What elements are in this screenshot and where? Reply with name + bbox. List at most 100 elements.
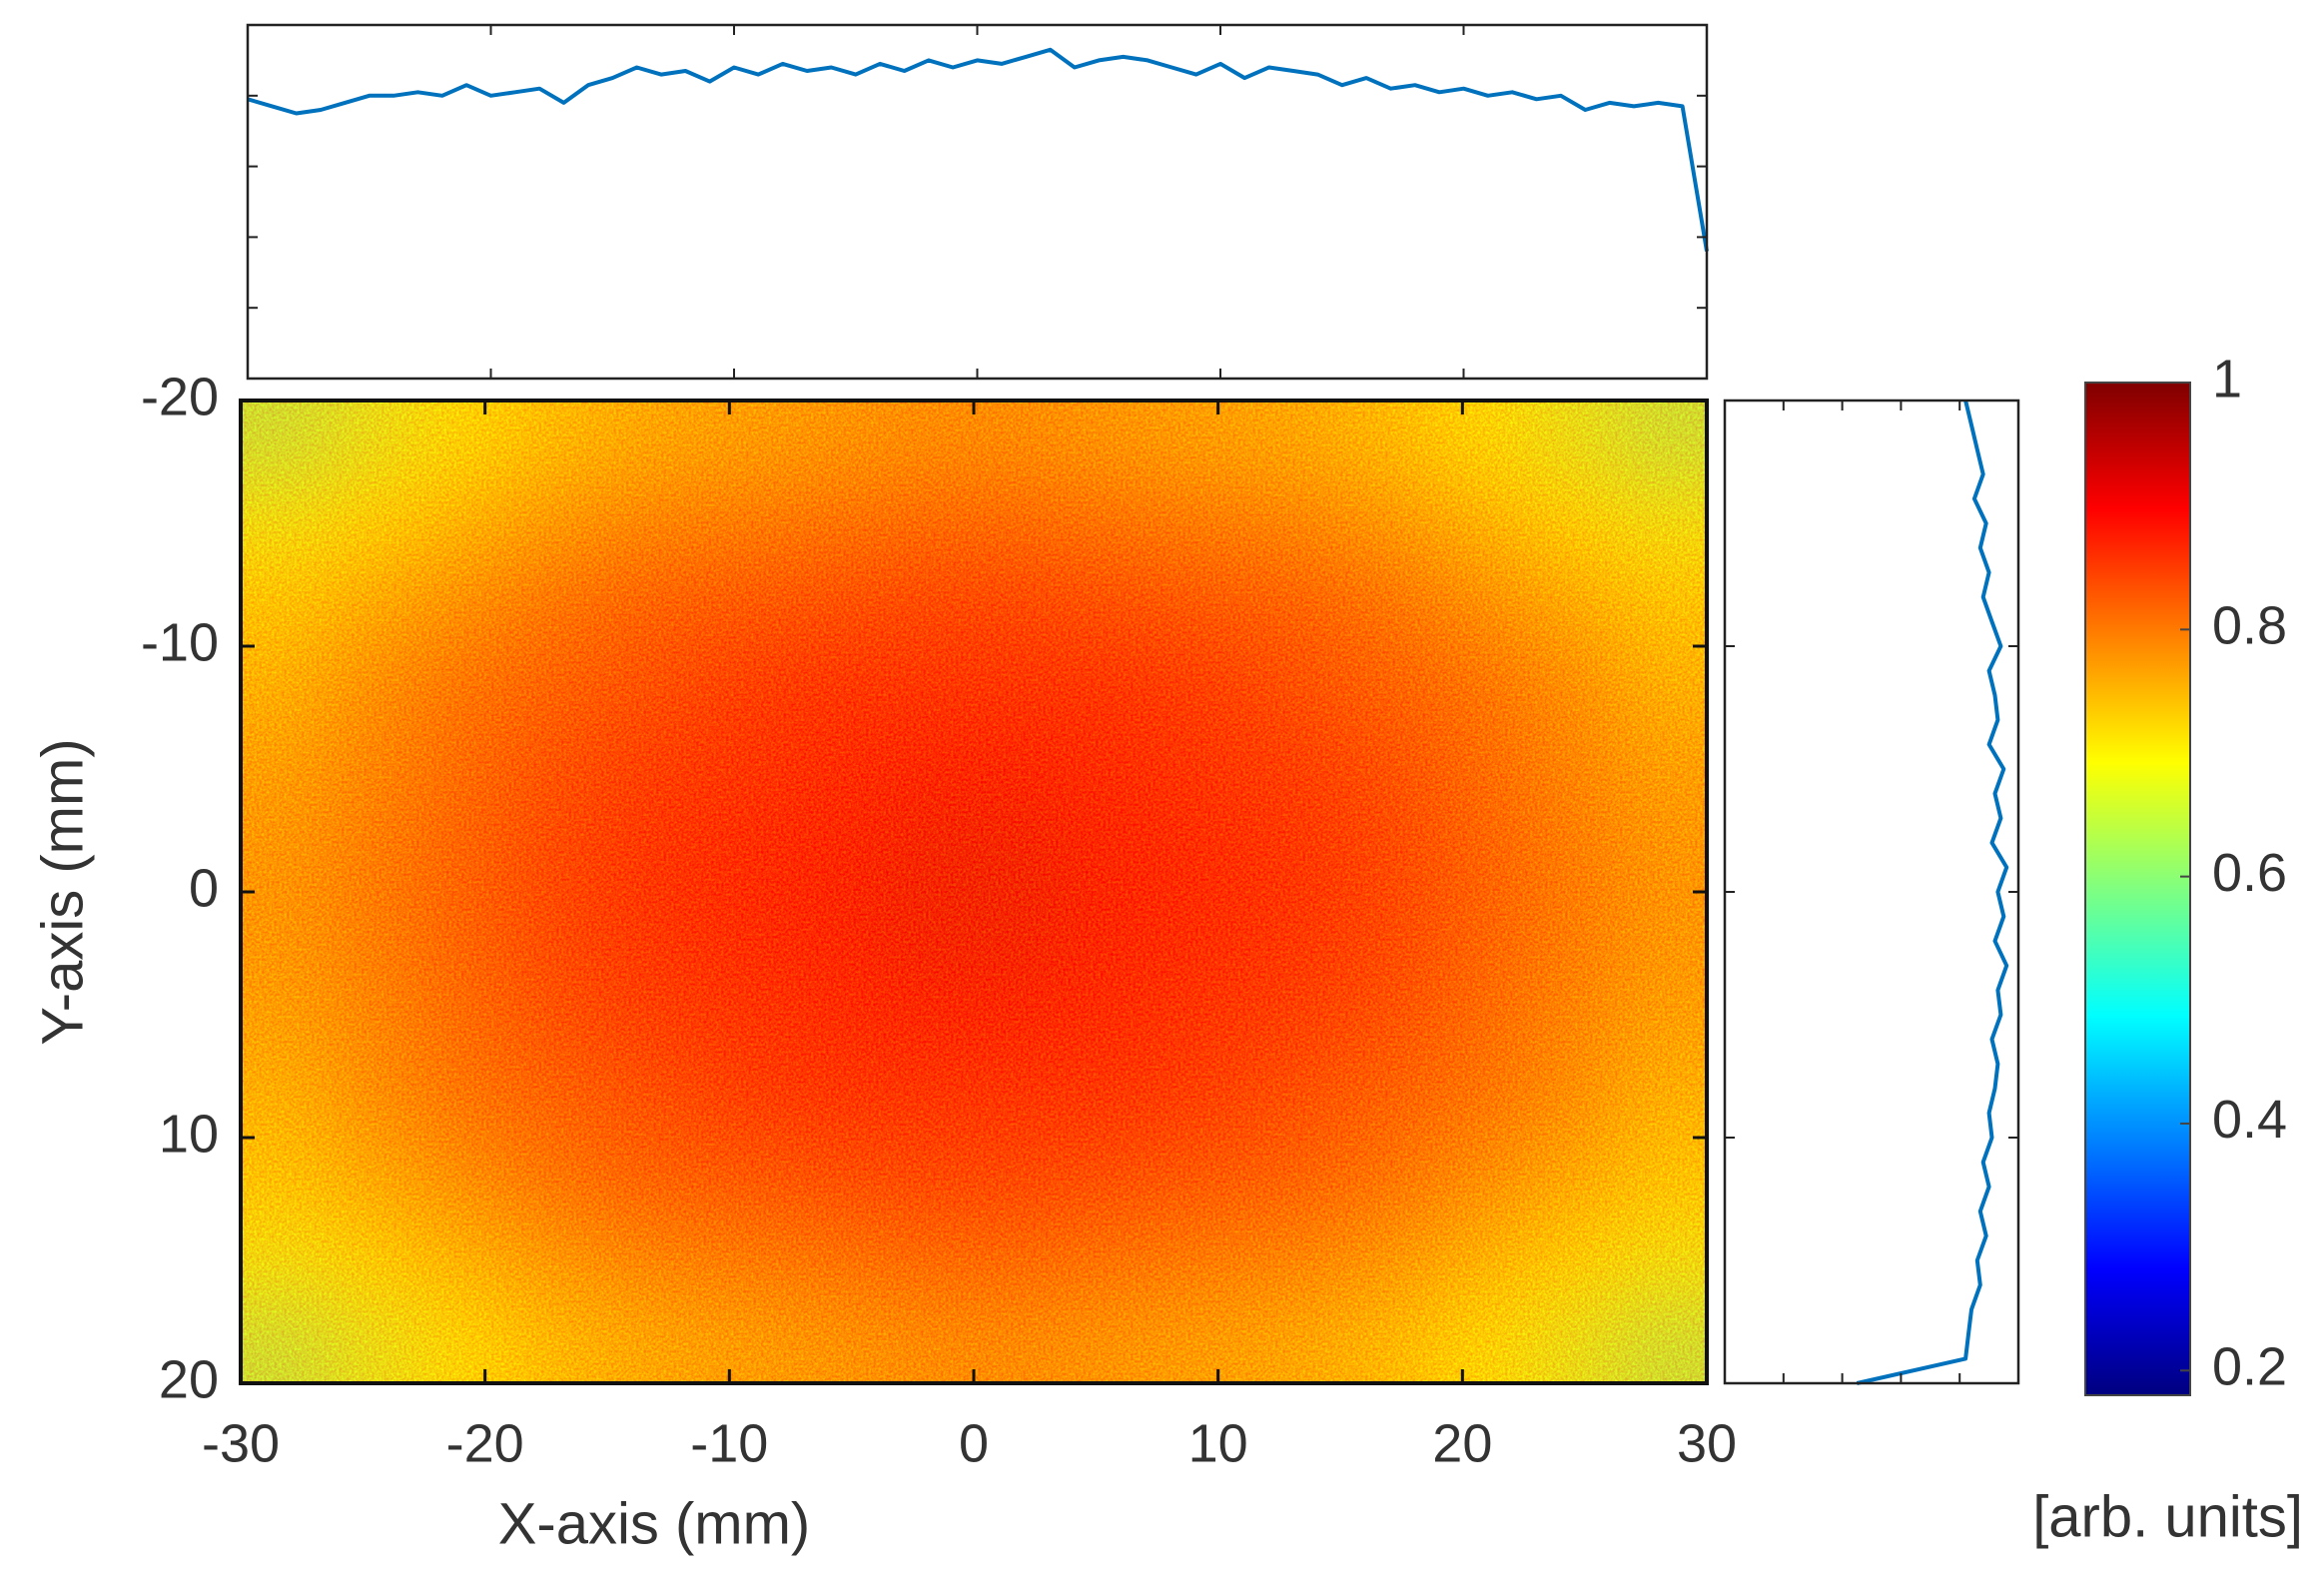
heatmap-cell <box>1157 400 1249 483</box>
heatmap-cell <box>790 400 883 483</box>
heatmap-cell <box>1248 400 1341 483</box>
heatmap-cell <box>423 974 516 1057</box>
heatmap-cell <box>882 1301 975 1383</box>
heatmap-cell <box>1340 974 1433 1057</box>
heatmap-cell <box>1157 482 1249 565</box>
heatmap-cell <box>1157 1138 1249 1220</box>
heatmap-cell <box>1340 482 1433 565</box>
heatmap-cell <box>698 892 792 975</box>
heatmap-cell <box>1065 892 1159 975</box>
heatmap-cell <box>1523 1138 1616 1220</box>
heatmap-cell <box>1431 1056 1525 1139</box>
heatmap-cell <box>698 1219 792 1302</box>
colorbar-tick-label: 0.6 <box>2212 843 2287 903</box>
heatmap-cell <box>974 810 1067 893</box>
heatmap-cell <box>423 646 516 729</box>
heatmap-cell <box>1615 810 1707 893</box>
heatmap-cell <box>974 646 1067 729</box>
heatmap-cell <box>1065 564 1159 647</box>
heatmap-cell <box>1248 728 1341 811</box>
heatmap-cell <box>1065 728 1159 811</box>
heatmap-cell <box>423 810 516 893</box>
profile-line <box>1856 399 2009 1385</box>
profile-line <box>247 47 1709 252</box>
heatmap-cell <box>515 728 608 811</box>
heatmap-cell <box>332 1301 425 1383</box>
heatmap-cell <box>882 728 975 811</box>
heatmap-cell <box>1248 892 1341 975</box>
heatmap-cell <box>1340 1219 1433 1302</box>
heatmap-cell <box>241 400 334 483</box>
heatmap-cell <box>515 646 608 729</box>
heatmap-cell <box>515 1301 608 1383</box>
heatmap-cell <box>974 482 1067 565</box>
heatmap-cell <box>1248 810 1341 893</box>
heatmap-cell <box>607 1056 700 1139</box>
heatmap-cell <box>1340 1138 1433 1220</box>
heatmap-cell <box>974 974 1067 1057</box>
heatmap-cell <box>423 1301 516 1383</box>
heatmap-cell <box>698 974 792 1057</box>
heatmap-cell <box>882 400 975 483</box>
heatmap-cell <box>1065 646 1159 729</box>
heatmap-cell <box>882 646 975 729</box>
heatmap-cell <box>423 1056 516 1139</box>
heatmap-cell <box>241 1056 334 1139</box>
heatmap-cell <box>882 810 975 893</box>
colorbar-label: [arb. units] <box>2032 1484 2303 1549</box>
heatmap-cell <box>607 1219 700 1302</box>
heatmap-cell <box>241 646 334 729</box>
heatmap-cell <box>515 1138 608 1220</box>
heatmap-cell <box>1615 400 1707 483</box>
heatmap-cell <box>332 1056 425 1139</box>
heatmap-cell <box>790 810 883 893</box>
heatmap-cell <box>607 1301 700 1383</box>
heatmap-cell <box>241 810 334 893</box>
heatmap-cell <box>1065 482 1159 565</box>
heatmap-cell <box>607 400 700 483</box>
heatmap-cell <box>241 482 334 565</box>
heatmap-cell <box>1523 1219 1616 1302</box>
heatmap-cell <box>1431 564 1525 647</box>
heatmap-cell <box>698 646 792 729</box>
heatmap-cell <box>241 1301 334 1383</box>
heatmap-cell <box>1248 1219 1341 1302</box>
heatmap-cell <box>1340 728 1433 811</box>
heatmap-cell <box>1615 564 1707 647</box>
heatmap-cell <box>1157 1056 1249 1139</box>
heatmap-cell <box>515 974 608 1057</box>
heatmap-cell <box>332 1138 425 1220</box>
heatmap-cell <box>241 1219 334 1302</box>
heatmap-cell <box>1248 974 1341 1057</box>
x-tick-label: -20 <box>446 1413 524 1473</box>
heatmap-cell <box>1431 1219 1525 1302</box>
y-tick-label: -20 <box>141 367 219 426</box>
heatmap-cell <box>1523 1056 1616 1139</box>
heatmap-cell <box>1615 974 1707 1057</box>
heatmap-cell <box>1431 974 1525 1057</box>
heatmap-cell <box>1615 1301 1707 1383</box>
heatmap-cell <box>1065 974 1159 1057</box>
heatmap-cell <box>1615 1219 1707 1302</box>
heatmap-cell <box>515 564 608 647</box>
heatmap-cell <box>790 1301 883 1383</box>
heatmap-cell <box>698 1301 792 1383</box>
heatmap-cell <box>1615 646 1707 729</box>
heatmap-cell <box>1431 646 1525 729</box>
heatmap-cell <box>332 646 425 729</box>
heatmap-cell <box>1523 564 1616 647</box>
heatmap-cell <box>332 400 425 483</box>
heatmap-cell <box>332 482 425 565</box>
heatmap-cell <box>515 482 608 565</box>
heatmap-cell <box>1157 1301 1249 1383</box>
heatmap-cell <box>1157 1219 1249 1302</box>
heatmap-cell <box>1340 646 1433 729</box>
heatmap-cell <box>790 892 883 975</box>
heatmap-cell <box>698 400 792 483</box>
heatmap-cell <box>1431 482 1525 565</box>
x-tick-label: -10 <box>690 1413 768 1473</box>
heatmap-cell <box>1065 1138 1159 1220</box>
heatmap-cell <box>1157 810 1249 893</box>
